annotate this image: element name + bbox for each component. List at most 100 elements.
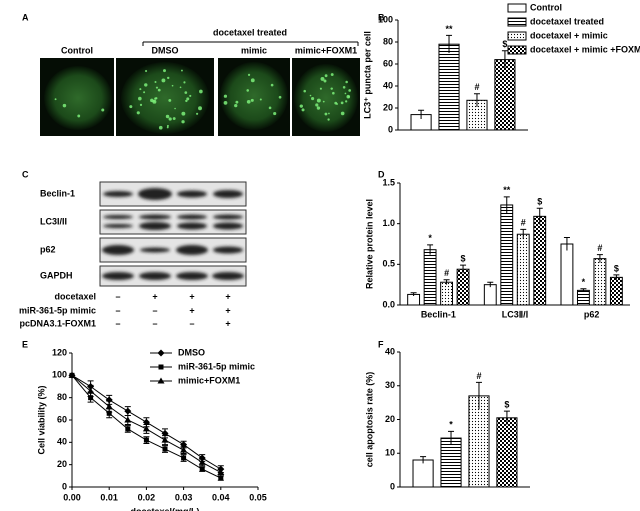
legend-marker	[157, 377, 165, 384]
puncta	[345, 80, 348, 84]
puncta	[54, 98, 57, 101]
condition-sign: +	[225, 291, 230, 301]
annotation: **	[503, 185, 511, 195]
puncta	[157, 88, 161, 92]
puncta	[101, 108, 105, 112]
marker	[142, 425, 150, 432]
image-label: DMSO	[152, 45, 179, 55]
puncta	[77, 114, 81, 118]
puncta	[344, 92, 347, 95]
image-label: mimic	[241, 45, 267, 55]
y-tick-label: 20	[57, 459, 67, 469]
puncta	[340, 111, 345, 116]
legend-label: docetaxel + mimic	[530, 30, 608, 40]
legend-label: miR-361-5p mimic	[178, 361, 255, 371]
error-bar	[410, 292, 417, 297]
puncta	[324, 74, 328, 78]
bar	[500, 204, 514, 306]
bar	[423, 249, 437, 306]
legend-label: docetaxel + mimic +FOXM1	[530, 44, 640, 54]
error-bar	[418, 109, 425, 119]
marker	[162, 446, 168, 452]
microscopy-images	[40, 58, 360, 136]
puncta	[138, 96, 142, 101]
puncta	[330, 87, 333, 90]
error-bar	[446, 34, 453, 53]
x-tick-label: Beclin-1	[421, 309, 456, 319]
band-label: GAPDH	[40, 270, 73, 280]
y-tick-label: 20	[385, 414, 395, 424]
puncta	[273, 111, 277, 116]
puncta	[340, 101, 344, 105]
puncta	[223, 100, 228, 105]
error-bar	[503, 410, 510, 425]
bar	[440, 437, 462, 488]
puncta	[174, 107, 176, 110]
puncta	[181, 120, 185, 124]
band-label: p62	[40, 244, 56, 254]
annotation: **	[446, 24, 454, 34]
marker	[181, 455, 187, 461]
puncta	[184, 91, 188, 94]
legend-label: DMSO	[178, 347, 205, 357]
band-label: LC3I/II	[40, 216, 67, 226]
x-tick-label: 0.04	[212, 492, 230, 502]
puncta	[129, 105, 133, 109]
x-tick-label: p62	[584, 309, 600, 319]
y-tick-label: 0.0	[382, 299, 395, 309]
puncta	[139, 88, 142, 91]
marker	[199, 466, 205, 472]
puncta	[155, 86, 159, 89]
y-tick-label: 80	[383, 36, 393, 46]
bar	[468, 395, 490, 488]
puncta	[250, 78, 255, 83]
puncta	[168, 117, 172, 121]
panel-label: D	[378, 169, 385, 179]
puncta	[180, 69, 183, 72]
image-label: Control	[61, 45, 93, 55]
puncta	[319, 87, 322, 90]
puncta	[324, 112, 328, 116]
puncta	[196, 112, 199, 115]
annotation: $	[461, 254, 466, 264]
puncta	[172, 117, 176, 121]
y-tick-label: 80	[57, 392, 67, 402]
annotation: #	[597, 243, 602, 253]
puncta	[154, 81, 157, 84]
marker	[198, 454, 206, 462]
x-tick-label: 0.05	[249, 492, 267, 502]
error-bar	[596, 254, 603, 263]
puncta	[144, 83, 148, 87]
marker	[87, 387, 95, 394]
puncta	[163, 69, 166, 73]
condition-sign: –	[115, 305, 120, 315]
puncta	[316, 98, 321, 103]
condition-label: miR-361-5p mimic	[19, 305, 96, 315]
legend-swatch	[507, 3, 527, 13]
y-tick-label: 40	[385, 346, 395, 356]
puncta	[327, 118, 330, 121]
marker	[217, 468, 225, 475]
bar	[576, 289, 590, 306]
puncta	[166, 124, 169, 127]
bar	[609, 276, 623, 306]
marker	[68, 371, 76, 378]
panel-label: F	[378, 339, 384, 349]
puncta	[322, 100, 325, 103]
y-tick-label: 60	[383, 58, 393, 68]
y-axis-label: Cell viability (%)	[36, 385, 46, 454]
y-tick-label: 120	[52, 347, 67, 357]
y-tick-label: 20	[383, 102, 393, 112]
y-tick-label: 0	[390, 481, 395, 491]
puncta	[315, 103, 319, 107]
puncta	[183, 81, 186, 84]
error-bar	[503, 196, 510, 214]
legend-marker	[157, 349, 165, 357]
puncta	[171, 84, 174, 87]
group-label: docetaxel treated	[213, 27, 287, 37]
annotation: $	[537, 197, 542, 207]
y-tick-label: 0	[388, 124, 393, 134]
puncta	[246, 89, 250, 92]
bar	[456, 268, 470, 306]
